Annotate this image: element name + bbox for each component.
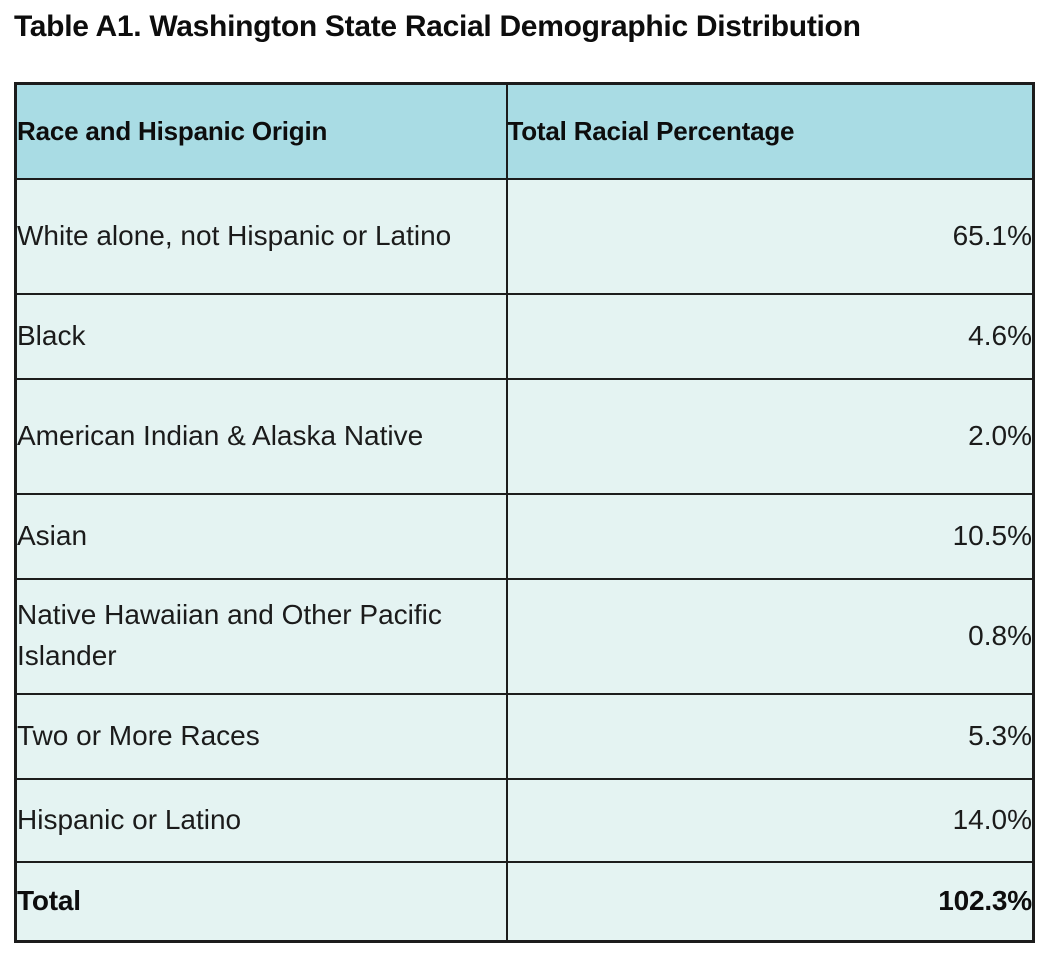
row-value-two-or-more: 5.3%	[505, 692, 1035, 780]
demographics-table: Race and Hispanic Origin Total Racial Pe…	[14, 82, 1035, 943]
row-label-asian: Asian	[14, 492, 508, 580]
row-value-black: 4.6%	[505, 292, 1035, 380]
row-label-american-indian: American Indian & Alaska Native	[14, 377, 508, 495]
column-header-race: Race and Hispanic Origin	[14, 82, 508, 180]
table-row: American Indian & Alaska Native 2.0%	[14, 377, 1035, 495]
row-label-white: White alone, not Hispanic or Latino	[14, 177, 508, 295]
row-label-pacific-islander: Native Hawaiian and Other Pacific Island…	[14, 577, 508, 695]
header-row: Race and Hispanic Origin Total Racial Pe…	[14, 82, 1035, 180]
row-label-black: Black	[14, 292, 508, 380]
row-value-american-indian: 2.0%	[505, 377, 1035, 495]
table-row: Asian 10.5%	[14, 492, 1035, 580]
row-value-hispanic: 14.0%	[505, 777, 1035, 863]
column-header-percentage: Total Racial Percentage	[505, 82, 1035, 180]
total-row-value: 102.3%	[505, 860, 1035, 943]
total-row-label: Total	[14, 860, 508, 943]
row-value-white: 65.1%	[505, 177, 1035, 295]
row-value-pacific-islander: 0.8%	[505, 577, 1035, 695]
table-row: Two or More Races 5.3%	[14, 692, 1035, 780]
total-row: Total 102.3%	[14, 860, 1035, 943]
table-title: Table A1. Washington State Racial Demogr…	[14, 10, 861, 43]
table-row: Native Hawaiian and Other Pacific Island…	[14, 577, 1035, 695]
table-row: Black 4.6%	[14, 292, 1035, 380]
table-row: White alone, not Hispanic or Latino 65.1…	[14, 177, 1035, 295]
table-row: Hispanic or Latino 14.0%	[14, 777, 1035, 863]
row-label-hispanic: Hispanic or Latino	[14, 777, 508, 863]
row-value-asian: 10.5%	[505, 492, 1035, 580]
row-label-two-or-more: Two or More Races	[14, 692, 508, 780]
